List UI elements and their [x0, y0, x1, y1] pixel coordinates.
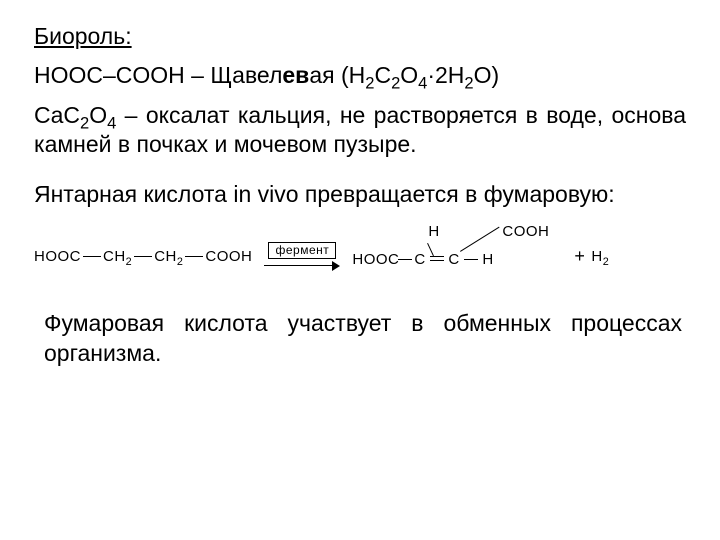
tok: CH	[154, 248, 177, 265]
heading: Биороль:	[34, 23, 132, 49]
tok: HOOC	[34, 248, 81, 265]
bond	[185, 256, 203, 257]
line-oxalic: HOOC–COOH – Щавелевая (H2C2O4·2H2O)	[34, 61, 686, 90]
atom-H: H	[482, 251, 493, 268]
atom-C: C	[414, 251, 425, 268]
sub: 4	[418, 74, 427, 93]
group-HOOC: HOOC	[352, 251, 399, 268]
bond	[427, 243, 434, 256]
t: O	[400, 62, 418, 88]
sub: 2	[126, 256, 133, 268]
line-calcium-oxalate: CaC2O4 – оксалат кальция, не растворяетс…	[34, 101, 686, 160]
t: O	[89, 102, 107, 128]
t: – оксалат кальция, не растворяется в вод…	[34, 102, 686, 157]
group-COOH: COOH	[502, 223, 549, 240]
t-bold: ев	[282, 62, 309, 88]
product-fumaric-acid: H COOH HOOC C C H	[352, 223, 562, 289]
arrow-label: фермент	[268, 242, 336, 259]
tok: CH	[103, 248, 126, 265]
t: ·2H	[427, 62, 464, 88]
sub: 2	[603, 256, 610, 268]
reaction-arrow: фермент	[264, 242, 340, 271]
t: HOOC–COOH – Щавел	[34, 62, 282, 88]
bond	[464, 259, 478, 260]
t: CaC	[34, 102, 80, 128]
sub: 4	[107, 113, 116, 132]
arrow-line-icon	[264, 261, 340, 271]
line-fumaric-role: Фумаровая кислота участвует в обменных п…	[34, 309, 686, 368]
atom-H: H	[428, 223, 439, 240]
tok: COOH	[205, 248, 252, 265]
sub: 2	[80, 113, 89, 132]
line-succinic: Янтарная кислота in vivo превращается в …	[34, 180, 686, 209]
byproduct-H2: H2	[591, 248, 609, 265]
bond	[398, 259, 412, 260]
bond	[134, 256, 152, 257]
tok: H	[591, 248, 602, 265]
reactant-succinic-acid: HOOCCH2CH2COOH	[34, 248, 252, 265]
sub: 2	[391, 74, 400, 93]
t: O)	[474, 62, 500, 88]
reaction-scheme: HOOCCH2CH2COOH фермент H COOH HOOC C C H…	[34, 223, 686, 289]
t: ая (H	[309, 62, 365, 88]
double-bond	[430, 256, 444, 260]
sub: 2	[177, 256, 184, 268]
t: C	[374, 62, 391, 88]
plus-sign: +	[574, 246, 585, 267]
bond	[460, 227, 500, 252]
bond	[83, 256, 101, 257]
atom-C: C	[448, 251, 459, 268]
sub: 2	[464, 74, 473, 93]
